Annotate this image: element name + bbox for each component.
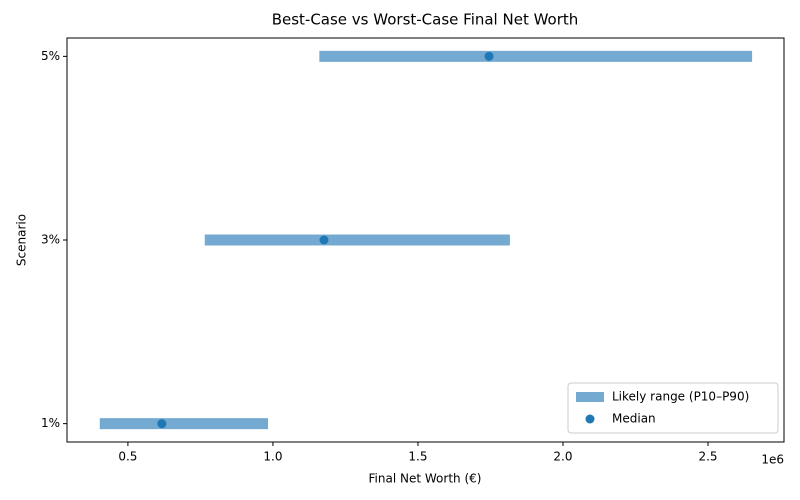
range-bar bbox=[319, 50, 753, 62]
x-tick-label: 1.0 bbox=[263, 450, 282, 464]
legend-marker bbox=[585, 414, 595, 424]
y-axis-label: Scenario bbox=[15, 214, 29, 266]
legend-swatch bbox=[576, 392, 604, 402]
x-axis-label: Final Net Worth (€) bbox=[369, 472, 482, 486]
x-tick-label: 0.5 bbox=[118, 450, 137, 464]
median-point bbox=[157, 419, 167, 429]
y-tick-label: 3% bbox=[41, 233, 60, 247]
legend-label: Median bbox=[612, 412, 656, 426]
range-bar bbox=[204, 234, 510, 246]
legend-label: Likely range (P10–P90) bbox=[612, 390, 749, 404]
legend-box bbox=[567, 382, 779, 434]
y-tick-label: 1% bbox=[41, 416, 60, 430]
range-bar bbox=[99, 418, 269, 430]
x-tick-label: 1.5 bbox=[408, 450, 427, 464]
x-tick-label: 2.0 bbox=[553, 450, 572, 464]
axis-offset-label: 1e6 bbox=[761, 453, 784, 467]
y-tick-label: 5% bbox=[41, 49, 60, 63]
median-point bbox=[319, 235, 329, 245]
chart-title: Best-Case vs Worst-Case Final Net Worth bbox=[272, 11, 579, 29]
median-point bbox=[484, 51, 494, 61]
x-tick-label: 2.5 bbox=[698, 450, 717, 464]
